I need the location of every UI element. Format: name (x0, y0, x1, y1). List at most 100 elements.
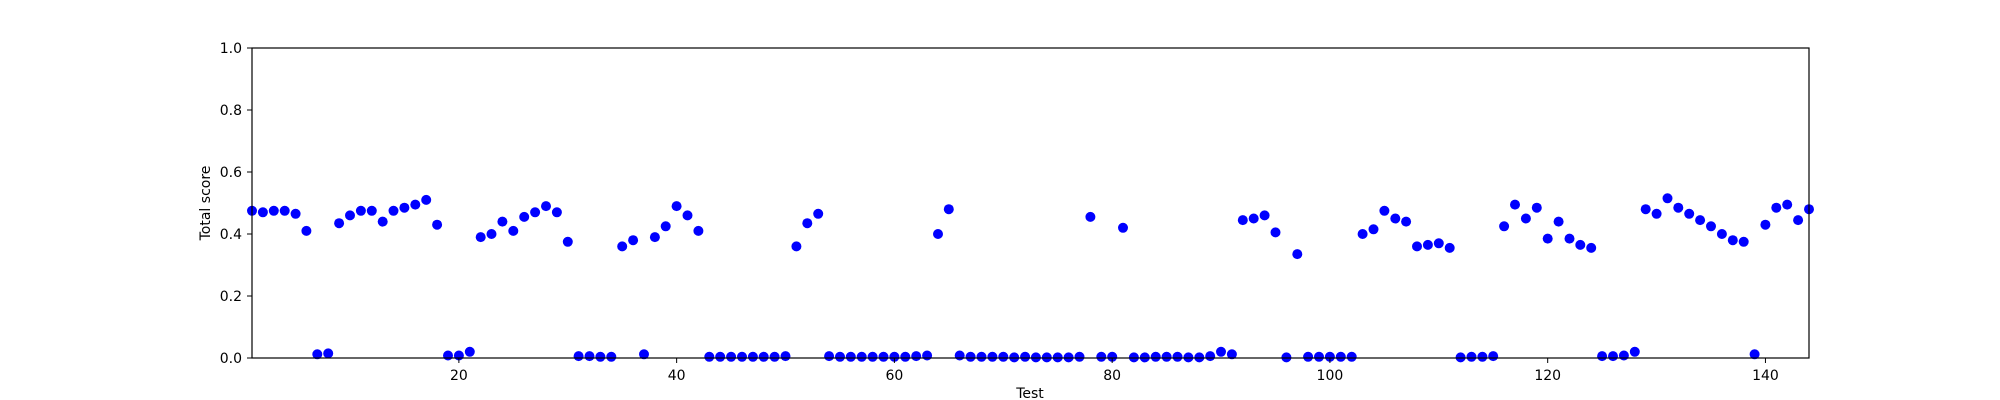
data-point (432, 219, 443, 230)
data-point (911, 351, 922, 362)
data-point (693, 225, 704, 236)
data-point (1314, 351, 1324, 362)
data-point (1727, 235, 1738, 246)
data-point (464, 346, 475, 357)
data-point (443, 350, 453, 361)
data-point (1466, 351, 1477, 362)
x-tick-label: 80 (1103, 368, 1121, 384)
data-point (312, 349, 323, 360)
data-point (1586, 242, 1597, 253)
data-point (1020, 351, 1031, 362)
x-tick-label: 100 (1317, 368, 1344, 384)
data-point (290, 208, 301, 219)
data-point (922, 350, 933, 361)
x-tick-label: 20 (450, 368, 468, 384)
data-point (1357, 229, 1368, 239)
data-point (976, 351, 987, 362)
data-point (715, 351, 726, 362)
y-tick-label: 0.2 (220, 289, 242, 305)
y-tick-label: 0.6 (220, 165, 242, 181)
data-point (769, 351, 780, 362)
data-point (878, 351, 889, 362)
data-point (1259, 210, 1270, 221)
data-point (279, 205, 290, 216)
data-point (1390, 213, 1401, 224)
x-axis-label: Test (1015, 386, 1044, 400)
data-point (671, 201, 682, 212)
data-point (1629, 346, 1640, 357)
data-point (1706, 221, 1716, 232)
data-point (660, 221, 671, 232)
data-point (1716, 229, 1727, 239)
data-point (933, 229, 943, 239)
data-point (987, 351, 998, 362)
data-point (1738, 236, 1749, 247)
data-point (355, 205, 366, 216)
data-point (1782, 199, 1793, 210)
data-point (791, 241, 802, 252)
data-point (780, 351, 791, 362)
data-point (573, 351, 584, 362)
x-tick-label: 140 (1752, 368, 1779, 384)
data-point (617, 241, 628, 252)
data-point (1531, 202, 1542, 213)
data-point (530, 207, 541, 218)
data-point (1118, 222, 1128, 233)
data-point (1107, 351, 1118, 362)
data-point (584, 351, 595, 362)
data-point (1564, 233, 1575, 244)
data-point (639, 349, 649, 360)
data-point (1379, 205, 1390, 216)
data-point (1270, 227, 1281, 238)
data-point (1335, 351, 1346, 362)
data-point (1760, 219, 1771, 230)
data-point (1433, 238, 1444, 249)
data-point (737, 351, 747, 362)
data-point (856, 351, 867, 362)
axes-frame (251, 47, 1810, 359)
data-point (1346, 351, 1357, 362)
data-point (606, 351, 617, 362)
data-point (1172, 351, 1183, 362)
data-point (334, 218, 345, 229)
data-point (1303, 351, 1314, 362)
data-point (1150, 351, 1161, 362)
data-point (1161, 351, 1172, 362)
data-point (1368, 224, 1379, 235)
data-point (998, 351, 1009, 362)
data-point (1074, 351, 1085, 362)
data-point (1499, 221, 1510, 232)
data-point (954, 350, 965, 361)
data-point (965, 351, 976, 362)
data-point (900, 351, 911, 362)
data-point (595, 351, 606, 362)
data-point (1444, 242, 1455, 253)
data-point (943, 204, 954, 215)
y-tick-label: 0.4 (220, 227, 242, 243)
y-tick-label: 0.8 (220, 103, 242, 119)
data-point (421, 194, 432, 205)
data-point (726, 351, 737, 362)
data-point (649, 232, 660, 243)
y-tick-label: 1.0 (220, 41, 242, 57)
data-point (551, 207, 562, 218)
data-point (704, 351, 715, 362)
data-point (1412, 241, 1422, 252)
data-point (1324, 351, 1335, 362)
y-axis-ticks: 0.0 0.2 0.4 0.6 0.8 1.0 (220, 41, 252, 367)
data-point (366, 205, 377, 216)
data-point (1651, 208, 1662, 219)
data-point (867, 351, 878, 362)
y-tick-label: 0.0 (220, 351, 242, 367)
data-point (1673, 202, 1684, 213)
data-point (1520, 213, 1531, 224)
data-point (1662, 193, 1673, 204)
data-point (268, 205, 279, 216)
data-point (1292, 249, 1303, 260)
data-point (1793, 215, 1804, 226)
x-tick-label: 60 (885, 368, 903, 384)
data-point (1205, 351, 1216, 362)
data-point (486, 229, 497, 239)
